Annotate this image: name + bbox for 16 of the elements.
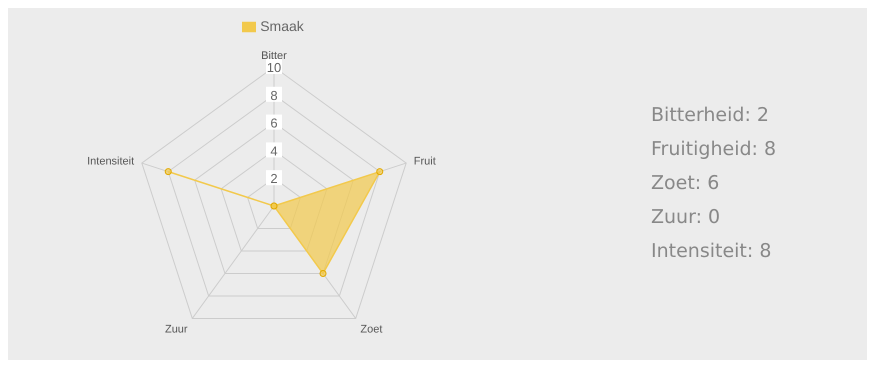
text: Fruitigheid: 8 [651, 137, 776, 162]
spoke-label: Fruit [414, 155, 436, 168]
spoke-label: Zoet [360, 324, 382, 336]
spoke-label: Bitter [261, 50, 288, 62]
y-tick-label: 8 [270, 88, 278, 103]
legend-label: Smaak [260, 18, 304, 34]
y-tick-label: 2 [270, 171, 278, 186]
text: Bitterheid: 2 [651, 103, 770, 128]
text: Zoet: 6 [651, 171, 720, 196]
spoke-label: Intensiteit [87, 155, 134, 168]
text: Zuur: 0 [651, 205, 722, 230]
spoke-label: Zuur [164, 324, 188, 336]
y-tick-label: 6 [270, 116, 278, 131]
y-tick-label: 4 [270, 143, 278, 158]
text: Intensiteit: 8 [651, 239, 772, 264]
y-tick-label: 10 [266, 60, 282, 75]
